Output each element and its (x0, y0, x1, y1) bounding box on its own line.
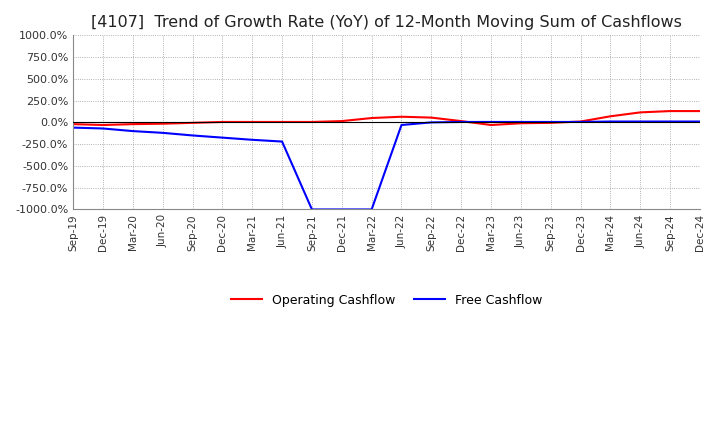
Free Cashflow (576, 119, 585, 125)
Free Cashflow (427, 120, 436, 125)
Operating Cashflow (158, 121, 167, 126)
Free Cashflow (307, 207, 316, 212)
Free Cashflow (457, 119, 466, 125)
Free Cashflow (278, 139, 287, 144)
Free Cashflow (666, 119, 675, 124)
Operating Cashflow (427, 115, 436, 120)
Operating Cashflow (338, 118, 346, 124)
Free Cashflow (546, 119, 555, 125)
Line: Free Cashflow: Free Cashflow (73, 121, 700, 209)
Free Cashflow (248, 137, 256, 143)
Operating Cashflow (218, 119, 227, 125)
Line: Operating Cashflow: Operating Cashflow (73, 111, 700, 125)
Free Cashflow (487, 119, 495, 125)
Operating Cashflow (636, 110, 644, 115)
Operating Cashflow (128, 121, 137, 127)
Operating Cashflow (307, 119, 316, 125)
Operating Cashflow (546, 120, 555, 125)
Free Cashflow (516, 119, 525, 125)
Free Cashflow (128, 128, 137, 134)
Free Cashflow (99, 126, 107, 131)
Operating Cashflow (367, 115, 376, 121)
Free Cashflow (606, 119, 615, 124)
Operating Cashflow (606, 114, 615, 119)
Operating Cashflow (457, 118, 466, 124)
Legend: Operating Cashflow, Free Cashflow: Operating Cashflow, Free Cashflow (225, 289, 547, 312)
Operating Cashflow (248, 119, 256, 125)
Free Cashflow (696, 119, 704, 124)
Operating Cashflow (188, 120, 197, 125)
Operating Cashflow (69, 121, 78, 127)
Operating Cashflow (99, 122, 107, 128)
Title: [4107]  Trend of Growth Rate (YoY) of 12-Month Moving Sum of Cashflows: [4107] Trend of Growth Rate (YoY) of 12-… (91, 15, 682, 30)
Operating Cashflow (516, 121, 525, 126)
Operating Cashflow (576, 119, 585, 124)
Free Cashflow (636, 119, 644, 124)
Free Cashflow (158, 130, 167, 136)
Operating Cashflow (696, 108, 704, 114)
Operating Cashflow (487, 122, 495, 128)
Free Cashflow (188, 133, 197, 138)
Free Cashflow (218, 135, 227, 140)
Operating Cashflow (278, 119, 287, 125)
Free Cashflow (397, 122, 406, 128)
Operating Cashflow (666, 108, 675, 114)
Free Cashflow (367, 207, 376, 212)
Operating Cashflow (397, 114, 406, 119)
Free Cashflow (69, 125, 78, 130)
Free Cashflow (338, 207, 346, 212)
